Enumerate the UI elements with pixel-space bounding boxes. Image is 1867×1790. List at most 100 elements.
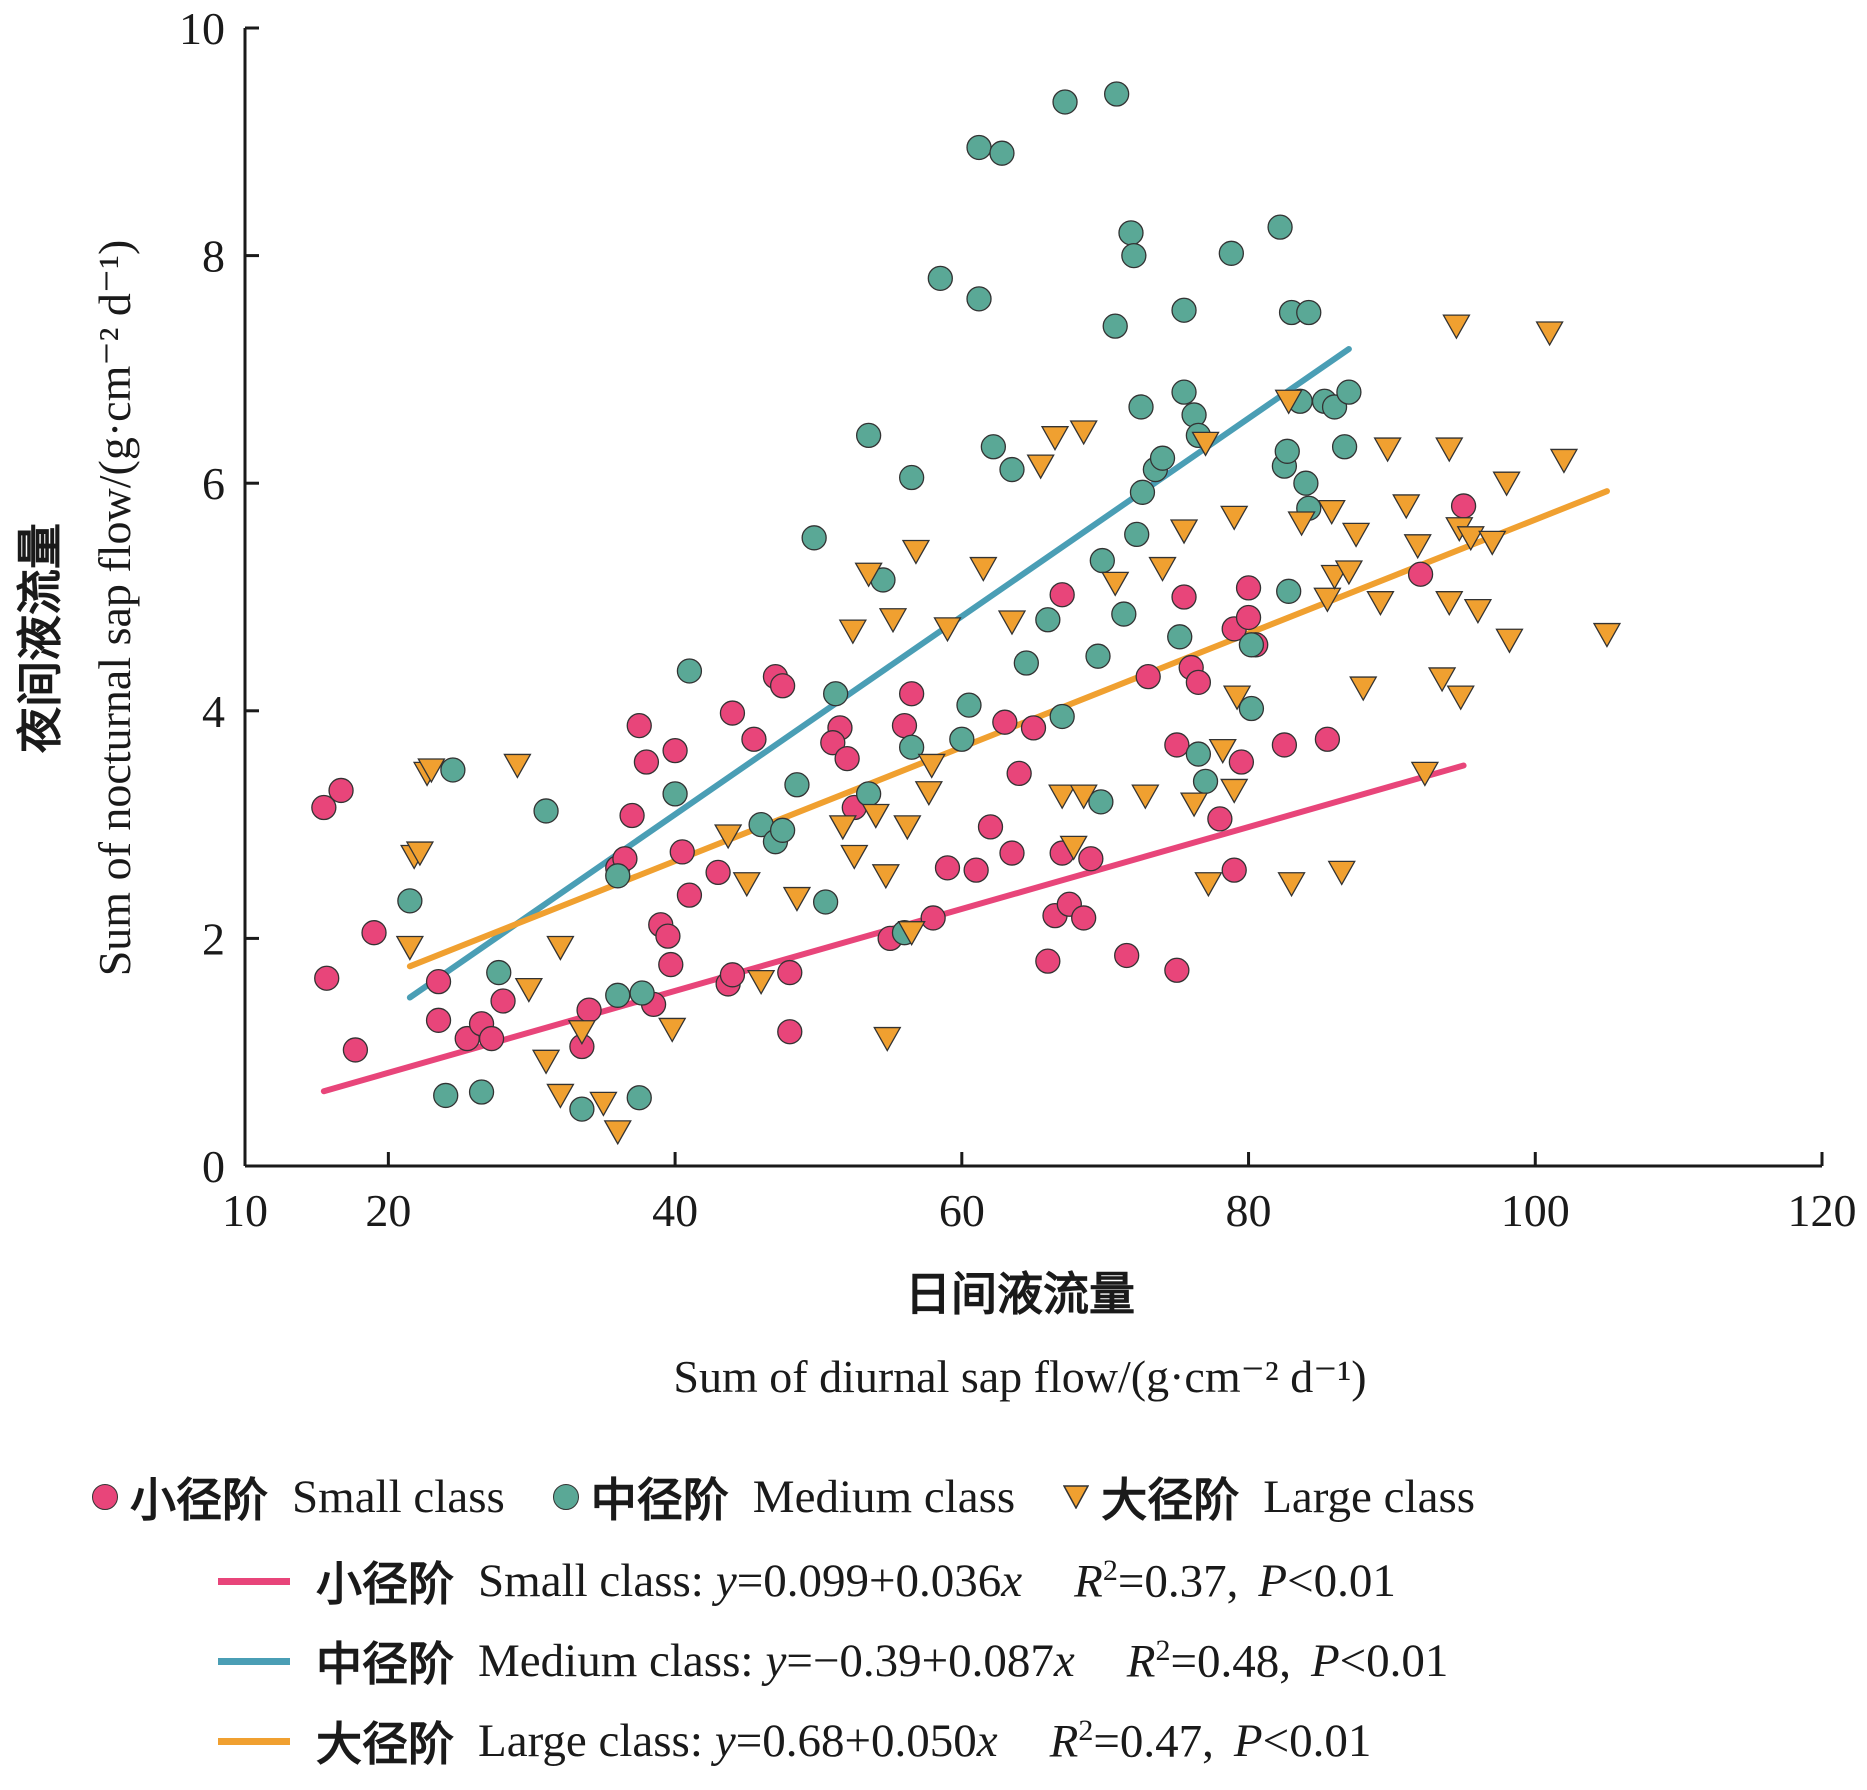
large-class-point bbox=[567, 1020, 597, 1046]
large-class-point bbox=[1446, 685, 1475, 711]
large-class-point bbox=[1220, 778, 1249, 804]
fit-medium-r2: R2=0.48, bbox=[1126, 1633, 1291, 1688]
medium-class-point bbox=[898, 734, 925, 760]
x-tick-label: 120 bbox=[1788, 1185, 1857, 1236]
legend-fit-small: 小径阶 Small class: y=0.099+0.036x R2=0.37,… bbox=[100, 1548, 1396, 1614]
medium-class-point bbox=[966, 134, 992, 161]
large-class-point bbox=[531, 1049, 561, 1075]
small-class-point bbox=[820, 730, 846, 756]
large-class-point bbox=[1327, 860, 1356, 886]
fit-large-r2: R2=0.47, bbox=[1049, 1713, 1214, 1768]
small-class-point bbox=[777, 959, 803, 986]
small-class-point bbox=[977, 814, 1004, 840]
small-class-point bbox=[633, 749, 660, 775]
medium-class-point bbox=[605, 982, 631, 1008]
small-class-point bbox=[662, 737, 688, 764]
large-class-point bbox=[1403, 534, 1432, 560]
medium-class-point bbox=[855, 781, 882, 807]
large-class-point bbox=[1341, 522, 1371, 548]
large-class-point bbox=[1069, 784, 1098, 810]
large-class-point bbox=[1366, 591, 1395, 617]
medium-class-point bbox=[1118, 220, 1144, 246]
medium-fit-line-icon bbox=[218, 1657, 290, 1665]
small-class-point bbox=[490, 988, 516, 1014]
fit-small-en: Small class: bbox=[478, 1555, 704, 1607]
large-class-point bbox=[840, 844, 869, 870]
small-class-point bbox=[425, 968, 452, 995]
medium-class-point bbox=[1181, 402, 1207, 428]
axes bbox=[243, 28, 1822, 1168]
legend-medium-en: Medium class bbox=[752, 1471, 1016, 1523]
fit-medium-en: Medium class: bbox=[478, 1635, 754, 1687]
large-class-point bbox=[714, 824, 743, 850]
medium-class-point bbox=[1088, 789, 1114, 815]
small-fit-line-icon bbox=[218, 1577, 290, 1585]
large-class-point bbox=[997, 610, 1027, 636]
large-class-point bbox=[1442, 314, 1471, 340]
large-class-point bbox=[746, 969, 776, 995]
small-class-point bbox=[478, 1025, 505, 1052]
small-class-point bbox=[1207, 806, 1233, 832]
medium-class-point bbox=[468, 1079, 495, 1105]
small-class-point bbox=[1185, 669, 1212, 695]
x-tick-label: 80 bbox=[1226, 1185, 1272, 1236]
large-class-point bbox=[1194, 872, 1223, 898]
medium-class-point bbox=[898, 464, 925, 491]
small-class-point bbox=[1235, 604, 1262, 631]
large-class-point bbox=[1101, 571, 1130, 597]
legend-fit-large: 大径阶 Large class: y=0.68+0.050x R2=0.47, … bbox=[100, 1708, 1371, 1774]
medium-class-point bbox=[1102, 313, 1128, 339]
medium-class-point bbox=[989, 140, 1015, 166]
large-class-point bbox=[405, 841, 435, 867]
small-class-point bbox=[719, 700, 746, 726]
small-class-point bbox=[655, 923, 681, 949]
small-class-point bbox=[1450, 493, 1477, 519]
small-class-point bbox=[1228, 749, 1255, 775]
large-class-point bbox=[1592, 622, 1622, 648]
legend-medium-class: 中径阶 Medium class bbox=[552, 1464, 1027, 1530]
fit-small-p: P<0.01 bbox=[1258, 1555, 1396, 1607]
fit-large-equation: y=0.68+0.050x bbox=[714, 1715, 998, 1767]
medium-class-point bbox=[1167, 624, 1193, 650]
medium-class-point bbox=[397, 888, 423, 914]
small-class-point bbox=[314, 965, 340, 991]
y-tick-label: 10 bbox=[179, 3, 225, 54]
fit-large-p: P<0.01 bbox=[1233, 1715, 1372, 1767]
large-class-point bbox=[969, 556, 998, 582]
legend-large-en: Large class bbox=[1263, 1471, 1476, 1523]
small-class-point bbox=[576, 997, 602, 1023]
large-class-point bbox=[1373, 437, 1402, 463]
small-class-point bbox=[1164, 732, 1190, 758]
small-class-point bbox=[1171, 584, 1197, 610]
medium-class-point bbox=[812, 889, 839, 915]
fit-small-r2: R2=0.37, bbox=[1074, 1553, 1239, 1608]
medium-class-point bbox=[676, 658, 703, 684]
large-class-point bbox=[1313, 587, 1342, 613]
large-class-point bbox=[658, 1017, 687, 1043]
small-class-point bbox=[999, 840, 1025, 866]
large-class-point bbox=[1410, 761, 1439, 787]
fit-large-en: Large class: bbox=[478, 1715, 703, 1767]
medium-class-point bbox=[1267, 214, 1293, 240]
large-fit-line-icon bbox=[218, 1737, 290, 1745]
medium-class-point bbox=[1185, 741, 1212, 767]
large-class-point bbox=[417, 758, 446, 784]
small-class-point bbox=[676, 882, 703, 908]
large-class-point bbox=[1131, 784, 1160, 810]
medium-class-point bbox=[1035, 607, 1061, 633]
large-class-point bbox=[854, 562, 883, 588]
large-class-point bbox=[395, 935, 424, 961]
large-class-point bbox=[503, 753, 532, 779]
large-class-point bbox=[1456, 526, 1485, 552]
medium-class-point bbox=[1085, 643, 1111, 669]
small-class-point bbox=[1135, 664, 1161, 690]
x-tick-label: 20 bbox=[365, 1185, 411, 1236]
fit-small-equation: y=0.099+0.036x bbox=[715, 1555, 1023, 1607]
large-class-point bbox=[901, 539, 931, 565]
medium-class-point bbox=[1238, 632, 1265, 658]
large-class-point bbox=[1191, 431, 1220, 457]
x-tick-label: 60 bbox=[939, 1185, 985, 1236]
small-class-point bbox=[898, 681, 925, 707]
large-class-point bbox=[1535, 321, 1564, 347]
medium-class-point bbox=[949, 726, 975, 752]
